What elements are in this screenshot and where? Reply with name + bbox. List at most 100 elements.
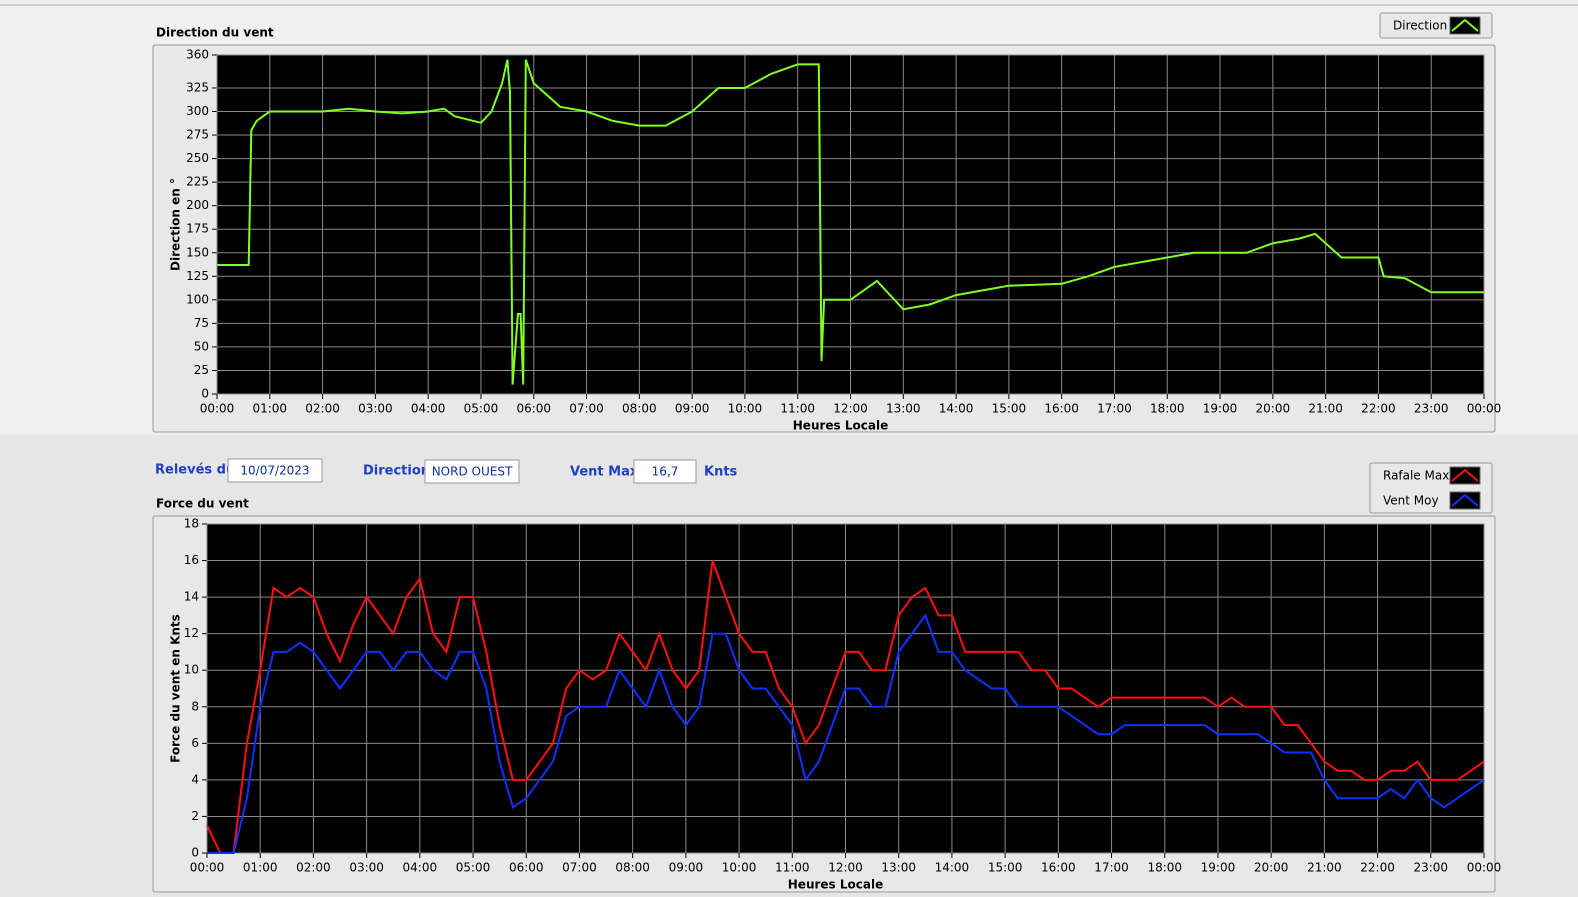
x-tick-label: 14:00 xyxy=(935,861,970,875)
y-tick-label: 0 xyxy=(191,846,199,860)
x-tick-label: 19:00 xyxy=(1203,402,1238,416)
x-tick-label: 05:00 xyxy=(464,402,499,416)
x-tick-label: 06:00 xyxy=(509,861,544,875)
y-tick-label: 18 xyxy=(184,517,199,531)
legend-swatch xyxy=(1451,468,1479,482)
x-tick-label: 23:00 xyxy=(1414,402,1449,416)
y-tick-label: 75 xyxy=(194,316,209,330)
x-tick-label: 07:00 xyxy=(569,402,604,416)
field-box[interactable] xyxy=(227,458,323,483)
y-tick-label: 12 xyxy=(184,626,199,640)
y-tick-label: 250 xyxy=(186,151,209,165)
legend-label: Vent Moy xyxy=(1383,494,1439,508)
x-axis-label: Heures Locale xyxy=(788,878,883,892)
x-tick-label: 08:00 xyxy=(622,402,657,416)
legend-icon xyxy=(1449,466,1481,485)
x-tick-label: 21:00 xyxy=(1308,402,1343,416)
y-axis-label: Force du vent en Knts xyxy=(169,614,183,763)
x-tick-label: 10:00 xyxy=(722,861,757,875)
field-unit: Knts xyxy=(704,465,738,480)
y-tick-label: 25 xyxy=(194,363,209,377)
x-tick-label: 14:00 xyxy=(939,402,974,416)
x-tick-label: 05:00 xyxy=(456,861,491,875)
x-tick-label: 22:00 xyxy=(1360,861,1395,875)
x-tick-label: 08:00 xyxy=(615,861,650,875)
series-line xyxy=(207,613,1485,854)
field-label: Vent Max xyxy=(570,465,639,480)
legend-label: Rafale Max xyxy=(1383,469,1449,483)
x-tick-label: 00:00 xyxy=(190,861,225,875)
x-axis-label: Heures Locale xyxy=(793,419,888,433)
chart-title: Force du vent xyxy=(156,497,249,511)
x-tick-label: 20:00 xyxy=(1256,402,1291,416)
legend-icon xyxy=(1449,16,1481,35)
x-tick-label: 03:00 xyxy=(358,402,393,416)
x-tick-label: 03:00 xyxy=(349,861,384,875)
field-value: 16,7 xyxy=(652,465,679,479)
x-tick-label: 17:00 xyxy=(1094,861,1129,875)
x-tick-label: 09:00 xyxy=(669,861,704,875)
legend-swatch xyxy=(1451,493,1479,507)
y-tick-label: 10 xyxy=(184,663,199,677)
x-tick-label: 06:00 xyxy=(516,402,551,416)
x-tick-label: 01:00 xyxy=(243,861,278,875)
y-tick-label: 325 xyxy=(186,80,209,94)
x-tick-label: 12:00 xyxy=(833,402,868,416)
series-line xyxy=(217,59,1484,385)
x-tick-label: 17:00 xyxy=(1097,402,1132,416)
x-tick-label: 10:00 xyxy=(728,402,763,416)
field-value: NORD OUEST xyxy=(432,465,513,479)
y-tick-label: 14 xyxy=(184,590,199,604)
x-tick-label: 02:00 xyxy=(296,861,331,875)
x-tick-label: 00:00 xyxy=(1467,402,1502,416)
y-axis-label: Direction en ° xyxy=(169,178,183,271)
x-tick-label: 13:00 xyxy=(886,402,921,416)
y-tick-label: 175 xyxy=(186,222,209,236)
x-tick-label: 23:00 xyxy=(1413,861,1448,875)
x-tick-label: 00:00 xyxy=(1467,861,1502,875)
x-tick-label: 18:00 xyxy=(1147,861,1182,875)
x-tick-label: 00:00 xyxy=(200,402,235,416)
x-tick-label: 18:00 xyxy=(1150,402,1185,416)
legend-swatch xyxy=(1451,18,1479,32)
x-tick-label: 12:00 xyxy=(828,861,863,875)
legend-icon xyxy=(1449,491,1481,510)
x-tick-label: 19:00 xyxy=(1201,861,1236,875)
x-tick-label: 20:00 xyxy=(1254,861,1289,875)
y-tick-label: 2 xyxy=(191,809,199,823)
x-tick-label: 15:00 xyxy=(992,402,1027,416)
y-tick-label: 150 xyxy=(186,245,209,259)
x-tick-label: 04:00 xyxy=(403,861,438,875)
field-box[interactable] xyxy=(424,459,520,484)
y-tick-label: 125 xyxy=(186,269,209,283)
x-tick-label: 15:00 xyxy=(988,861,1023,875)
legend-label: Direction xyxy=(1393,19,1447,33)
x-tick-label: 09:00 xyxy=(675,402,710,416)
y-tick-label: 225 xyxy=(186,175,209,189)
field-value: 10/07/2023 xyxy=(240,464,309,478)
y-tick-label: 360 xyxy=(186,48,209,62)
y-tick-label: 4 xyxy=(191,772,199,786)
y-tick-label: 8 xyxy=(191,699,199,713)
y-tick-label: 275 xyxy=(186,128,209,142)
y-tick-label: 0 xyxy=(201,387,209,401)
series-line xyxy=(206,560,1485,854)
y-tick-label: 6 xyxy=(191,736,199,750)
x-tick-label: 13:00 xyxy=(881,861,916,875)
y-tick-label: 200 xyxy=(186,198,209,212)
x-tick-label: 07:00 xyxy=(562,861,597,875)
y-tick-label: 50 xyxy=(194,339,209,353)
y-tick-label: 100 xyxy=(186,292,209,306)
field-box[interactable] xyxy=(633,459,697,484)
x-tick-label: 16:00 xyxy=(1041,861,1076,875)
x-tick-label: 01:00 xyxy=(252,402,287,416)
x-tick-label: 21:00 xyxy=(1307,861,1342,875)
x-tick-label: 11:00 xyxy=(775,861,810,875)
y-tick-label: 300 xyxy=(186,104,209,118)
x-tick-label: 16:00 xyxy=(1044,402,1079,416)
x-tick-label: 11:00 xyxy=(780,402,815,416)
field-label: Direction xyxy=(363,464,430,479)
x-tick-label: 02:00 xyxy=(305,402,340,416)
y-tick-label: 16 xyxy=(184,553,199,567)
